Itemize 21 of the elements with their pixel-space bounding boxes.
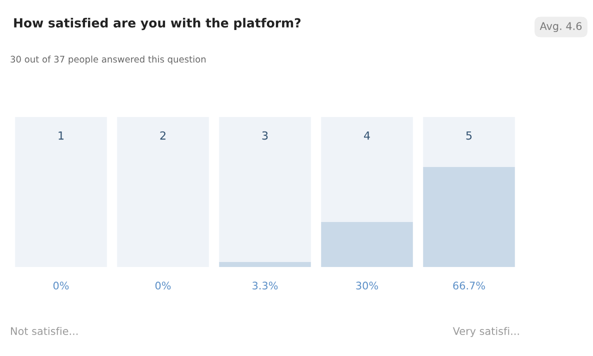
x-tick-label: 4 bbox=[364, 131, 370, 140]
data-label: 66.7% bbox=[453, 282, 485, 290]
bar bbox=[423, 166, 515, 267]
chart-subtitle: 30 out of 37 people answered this question bbox=[10, 56, 206, 64]
data-label: 30% bbox=[356, 282, 378, 290]
text: Not satisfie... bbox=[11, 326, 78, 336]
bar bbox=[423, 117, 515, 167]
x-tick-label: 5 bbox=[466, 131, 472, 140]
text: Very satisfi... bbox=[452, 326, 519, 338]
data-label: 3.3% bbox=[252, 282, 278, 290]
data-label: 0% bbox=[53, 282, 69, 290]
text: Avg. 4.6 bbox=[540, 22, 582, 32]
data-label: 0% bbox=[155, 282, 171, 290]
x-tick-label: 3 bbox=[262, 131, 268, 140]
bar bbox=[219, 117, 311, 262]
bar bbox=[219, 262, 311, 267]
chart-title: How satisfied are you with the platform? bbox=[14, 18, 300, 30]
bar bbox=[321, 222, 413, 267]
bar bbox=[321, 117, 413, 222]
x-tick-label: 1 bbox=[58, 131, 64, 140]
x-tick-label: 2 bbox=[160, 131, 166, 140]
